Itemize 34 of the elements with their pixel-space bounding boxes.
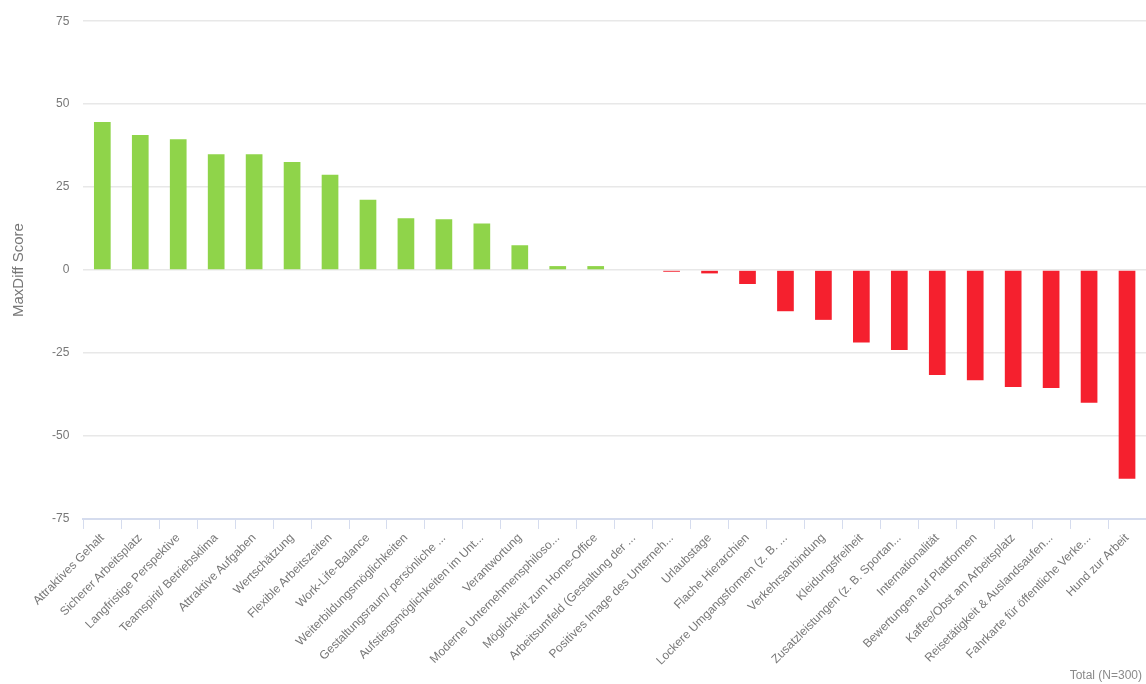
bar xyxy=(245,154,263,270)
bar xyxy=(1004,270,1022,387)
bar xyxy=(853,270,870,343)
y-tick-label: -25 xyxy=(52,345,70,360)
bar xyxy=(739,270,756,285)
bar xyxy=(587,266,605,270)
bar xyxy=(93,122,111,270)
bar xyxy=(549,266,567,270)
bar xyxy=(777,270,794,312)
bar xyxy=(1080,270,1098,403)
bar xyxy=(1118,270,1136,479)
bar xyxy=(815,270,832,320)
bar xyxy=(283,161,301,270)
bar xyxy=(511,245,529,270)
bar xyxy=(473,223,491,270)
bar xyxy=(966,270,984,381)
y-tick-label: 50 xyxy=(55,96,70,111)
y-tick-label: -50 xyxy=(52,428,70,443)
bar xyxy=(397,218,415,270)
bar xyxy=(435,219,453,270)
bar xyxy=(321,174,339,270)
y-tick-label: -75 xyxy=(52,511,70,526)
bar xyxy=(131,135,149,270)
y-tick-label: 75 xyxy=(55,13,70,28)
y-tick-label: 25 xyxy=(55,179,70,194)
bar xyxy=(359,199,377,270)
bar xyxy=(207,154,225,270)
y-tick-label: 0 xyxy=(62,262,70,277)
text: Total (N=300) xyxy=(1069,668,1142,683)
bar xyxy=(1042,270,1060,388)
bar xyxy=(928,270,946,375)
bar xyxy=(169,139,187,270)
bar xyxy=(890,270,908,351)
y-axis-title: MaxDiff Score xyxy=(9,223,27,318)
